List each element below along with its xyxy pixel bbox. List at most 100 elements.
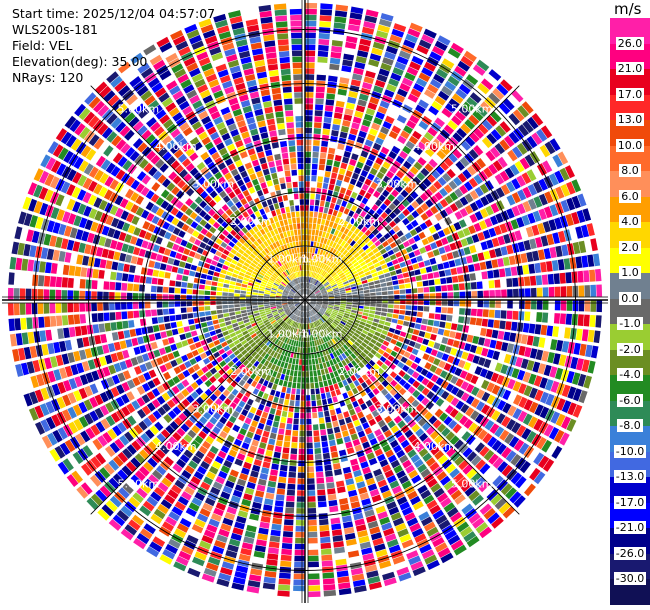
velocity-gate [314,453,322,460]
velocity-gate [117,451,129,463]
velocity-gate [506,278,513,288]
velocity-gate [88,134,100,147]
velocity-gate [131,440,142,451]
velocity-gate [364,258,372,264]
velocity-gate [119,435,130,446]
velocity-gate [276,278,282,283]
velocity-gate [495,340,503,350]
velocity-gate [238,248,245,255]
velocity-gate [381,371,389,379]
velocity-gate [314,289,319,293]
velocity-gate [437,328,445,336]
velocity-gate [324,251,329,258]
velocity-gate [342,328,348,333]
velocity-gate [450,511,463,523]
velocity-gate [538,178,548,191]
velocity-gate [358,156,367,164]
velocity-gate [203,213,212,222]
velocity-gate [427,83,439,94]
velocity-gate [244,403,251,411]
velocity-gate [302,317,305,324]
velocity-gate [259,473,268,480]
velocity-gate [269,432,277,440]
velocity-gate [225,225,233,233]
velocity-gate [95,489,108,502]
velocity-gate [566,286,573,297]
velocity-gate [252,303,258,306]
velocity-gate [421,67,434,77]
velocity-gate [367,278,374,283]
velocity-gate [560,286,567,298]
velocity-gate [187,567,201,578]
velocity-gate [406,550,419,560]
velocity-gate [309,277,312,283]
velocity-gate [356,311,363,315]
velocity-gate [494,143,506,155]
velocity-gate [517,322,524,332]
velocity-gate [305,229,308,235]
velocity-gate [116,103,128,115]
velocity-gate [315,346,319,352]
velocity-gate [409,522,421,533]
velocity-gate [526,251,534,262]
velocity-gate [92,234,101,245]
velocity-gate [463,418,474,429]
velocity-gate [220,269,227,275]
velocity-gate [501,342,509,352]
velocity-gate [291,442,298,449]
velocity-gate [188,460,198,470]
velocity-gate [413,146,423,156]
velocity-gate [345,478,355,486]
velocity-gate [542,312,549,323]
velocity-gate [19,303,26,315]
velocity-gate [177,153,188,163]
velocity-gate [363,113,374,122]
velocity-gate [372,212,380,220]
velocity-gate [495,187,505,198]
velocity-gate [409,166,419,175]
velocity-gate [447,292,454,299]
velocity-gate [204,332,211,339]
velocity-gate [102,432,113,444]
velocity-gate [432,232,440,241]
velocity-gate [253,284,260,288]
velocity-gate [469,245,477,254]
velocity-gate [53,369,62,381]
velocity-gate [353,220,360,228]
velocity-gate [355,329,362,335]
velocity-gate [270,267,276,273]
velocity-gate [22,196,32,210]
velocity-gate [334,16,347,24]
velocity-gate [389,180,397,188]
velocity-gate [359,435,368,444]
velocity-gate [533,471,546,485]
velocity-gate [353,67,364,76]
velocity-gate [322,350,327,356]
velocity-gate [317,50,329,57]
velocity-gate [335,388,342,396]
velocity-gate [391,189,399,198]
velocity-gate [271,523,282,531]
velocity-gate [339,287,345,291]
velocity-gate [223,460,233,469]
velocity-gate [466,165,477,176]
velocity-gate [521,428,532,440]
velocity-gate [246,431,254,439]
velocity-gate [347,339,354,346]
velocity-gate [440,475,451,486]
velocity-gate [389,254,397,261]
velocity-gate [278,428,285,435]
velocity-gate [494,247,502,257]
velocity-gate [228,538,241,547]
velocity-gate [296,335,300,341]
velocity-gate [358,44,370,52]
velocity-gate [247,311,254,316]
velocity-gate [313,134,321,140]
velocity-gate [52,222,61,234]
velocity-gate [590,284,597,297]
velocity-gate [357,530,368,538]
velocity-gate [218,572,232,582]
velocity-gate [438,246,446,255]
velocity-gate [587,254,595,267]
velocity-gate [199,317,206,323]
